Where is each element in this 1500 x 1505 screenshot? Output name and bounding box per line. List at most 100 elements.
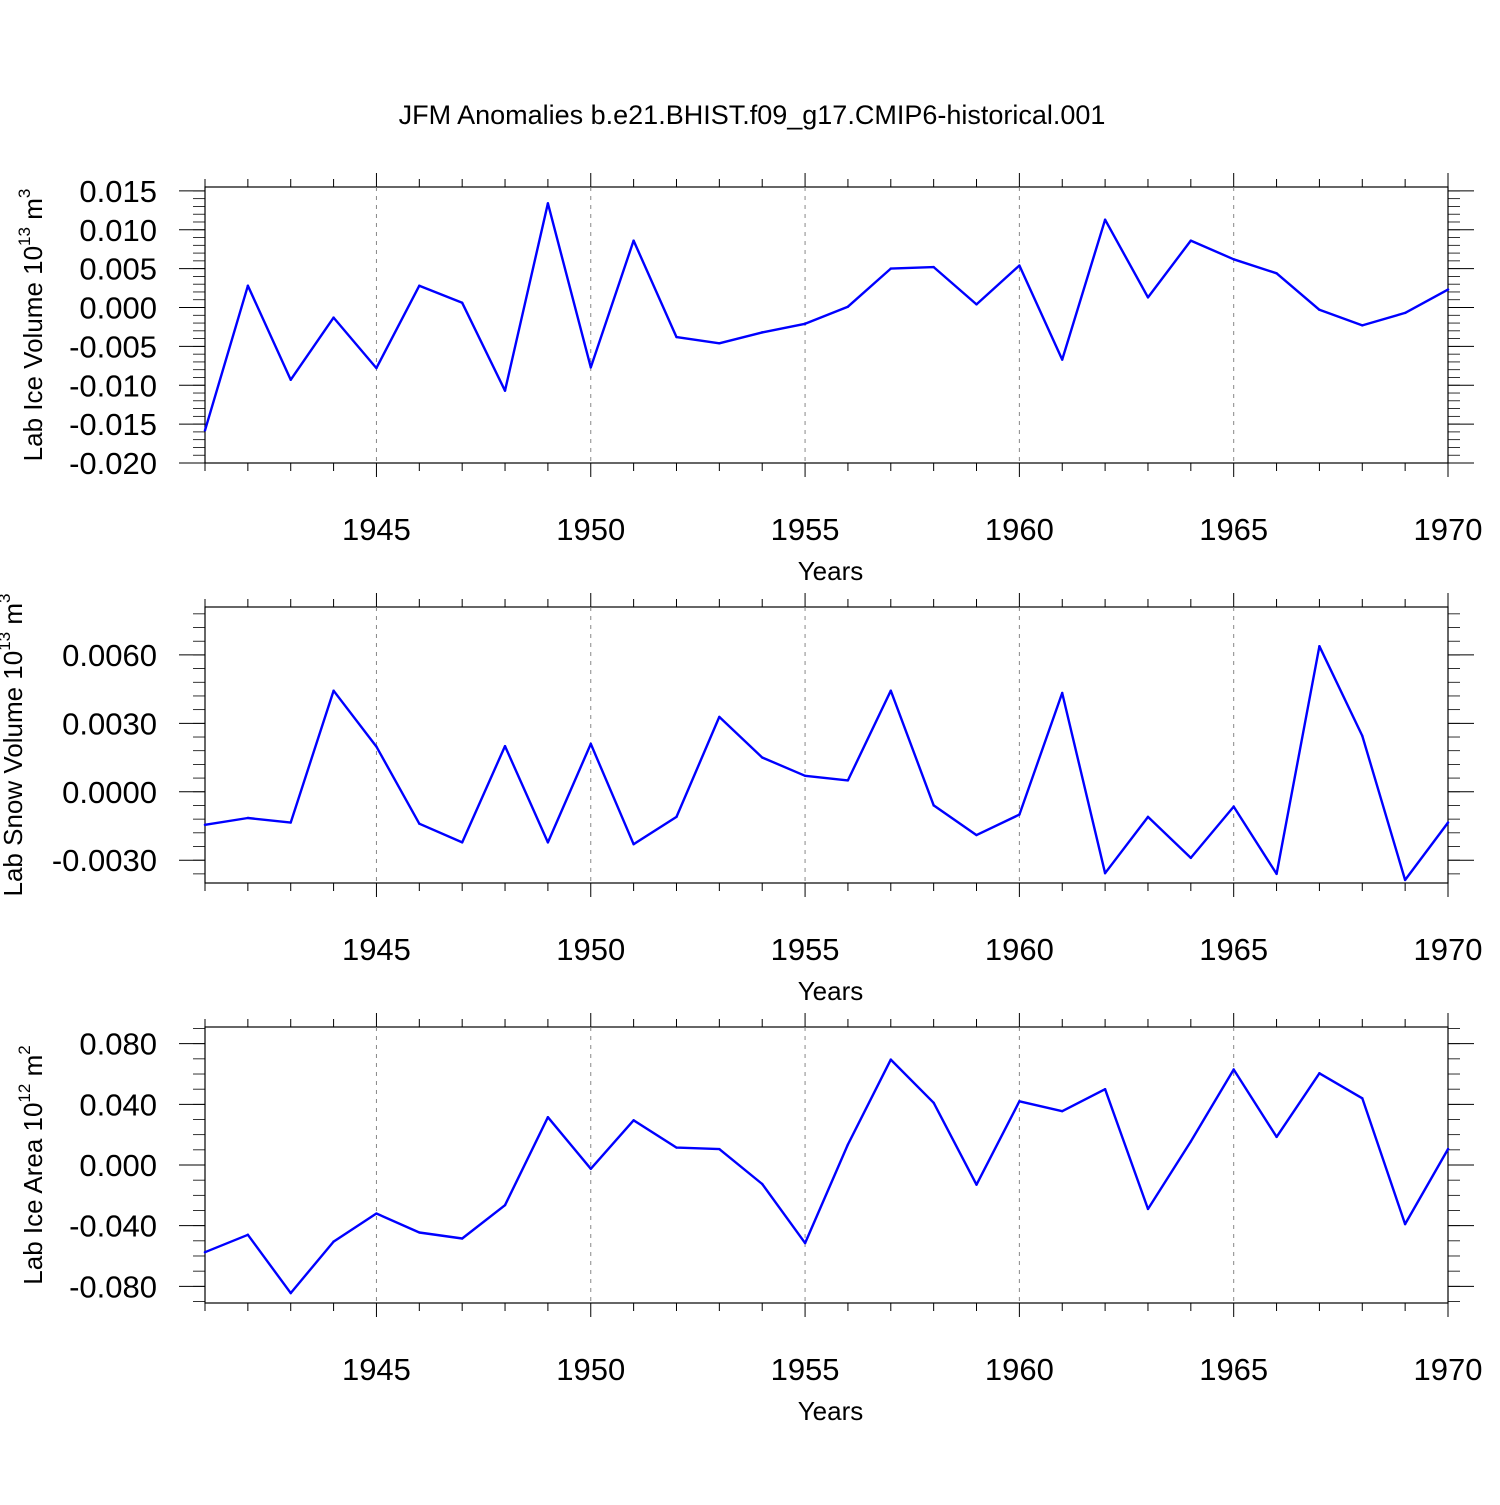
data-point [375, 1212, 378, 1215]
y-axis-title-unit: m [18, 1055, 48, 1084]
data-point [1103, 218, 1107, 221]
chart-title: JFM Anomalies b.e21.BHIST.f09_g17.CMIP6-… [399, 100, 1106, 130]
data-point [418, 1231, 421, 1234]
data-point [1446, 1147, 1450, 1151]
data-point [546, 841, 550, 844]
y-axis-title: Lab Snow Volume 1013 m3 [0, 593, 28, 896]
data-point [932, 1101, 935, 1105]
data-point [1146, 296, 1150, 299]
y-tick-label: 0.000 [79, 291, 157, 326]
data-point [718, 1147, 721, 1151]
chart-panel-2: 0.0060 0.0030 0.0000 -0.0030 1945 1950 1955 196… [0, 593, 1482, 1006]
data-point [246, 816, 250, 820]
data-point [761, 756, 764, 759]
x-axis-title: Years [798, 1396, 864, 1426]
data-point [1275, 1135, 1278, 1139]
y-axis-title-unit-exponent: 3 [0, 593, 14, 602]
y-axis-title-text: Lab Snow Volume 10 [0, 651, 28, 897]
data-point [1103, 1087, 1107, 1091]
data-point [1446, 821, 1450, 824]
y-axis-title-unit: m [18, 198, 48, 227]
chart-panel-3: 0.080 0.040 0.000 -0.040 -0.080 1945 1950 1955 1… [15, 1013, 1482, 1426]
plot-frame [204, 1026, 1449, 1304]
data-point [418, 284, 421, 287]
data-point [1018, 813, 1021, 816]
data-point [975, 833, 978, 837]
x-tick-label: 1965 [1199, 512, 1268, 547]
data-point [375, 366, 378, 370]
data-point [1189, 856, 1193, 860]
data-point [418, 822, 421, 825]
data-point [803, 1241, 807, 1245]
data-point [975, 1183, 978, 1186]
data-point [889, 1058, 892, 1061]
y-tick-label: 0.080 [79, 1027, 157, 1062]
y-tick-label: 0.0060 [62, 638, 157, 673]
data-point [761, 331, 764, 334]
data-point [632, 239, 635, 242]
x-tick-label: 1950 [556, 512, 625, 547]
y-tick-label: 0.005 [79, 252, 157, 287]
data-point [718, 715, 721, 719]
data-point [1361, 1097, 1364, 1100]
data-point [1275, 872, 1278, 876]
y-axis-title-unit-exponent: 3 [15, 189, 34, 198]
data-point [803, 774, 807, 777]
data-point [1189, 239, 1193, 242]
data-point [1061, 1109, 1064, 1113]
data-point [546, 202, 550, 205]
y-tick-label: -0.0030 [52, 843, 157, 878]
data-point [889, 689, 892, 692]
data-point [1146, 815, 1150, 819]
x-tick-label: 1965 [1199, 932, 1268, 967]
data-point [289, 821, 292, 824]
data-point [332, 316, 335, 319]
data-point [203, 823, 207, 827]
x-tick-label: 1970 [1414, 1352, 1483, 1387]
x-tick-label: 1950 [556, 1352, 625, 1387]
x-tick-label: 1970 [1414, 512, 1483, 547]
x-tick-label: 1960 [985, 1352, 1054, 1387]
x-axis-title: Years [798, 556, 864, 586]
x-tick-label: 1945 [342, 1352, 411, 1387]
data-point [1189, 1140, 1193, 1143]
data-point [332, 689, 335, 692]
data-point [589, 742, 592, 746]
data-point [932, 265, 935, 269]
data-point [1232, 805, 1235, 808]
x-tick-label: 1945 [342, 932, 411, 967]
data-point [1061, 358, 1064, 361]
data-point [589, 1167, 592, 1170]
y-tick-label: 0.000 [79, 1148, 157, 1183]
data-point [503, 389, 507, 392]
x-tick-label: 1970 [1414, 932, 1483, 967]
data-point [1146, 1207, 1150, 1211]
data-point [718, 342, 721, 345]
y-axis-title-text: Lab Ice Area 10 [18, 1103, 48, 1285]
data-point [803, 322, 807, 326]
data-point [460, 1237, 464, 1240]
data-point [1361, 734, 1364, 738]
data-point [460, 841, 464, 844]
x-tick-label: 1950 [556, 932, 625, 967]
plot-frame [204, 186, 1449, 464]
y-axis-title-exponent: 13 [15, 227, 34, 246]
data-point [632, 843, 635, 846]
series-line [203, 202, 1450, 432]
y-tick-label: -0.010 [69, 368, 157, 403]
data-point [1232, 258, 1235, 261]
data-point [675, 1146, 678, 1149]
data-point [1446, 288, 1450, 291]
data-point [675, 815, 678, 819]
data-point [761, 1182, 764, 1186]
data-point [889, 267, 892, 270]
data-point [975, 303, 978, 306]
data-point [246, 284, 250, 287]
data-point [675, 335, 678, 339]
data-point [846, 1143, 850, 1146]
data-point [1103, 871, 1107, 875]
data-point [1018, 1100, 1021, 1103]
data-point [246, 1233, 250, 1236]
y-axis-title-unit: m [0, 603, 28, 632]
data-point [632, 1119, 635, 1122]
